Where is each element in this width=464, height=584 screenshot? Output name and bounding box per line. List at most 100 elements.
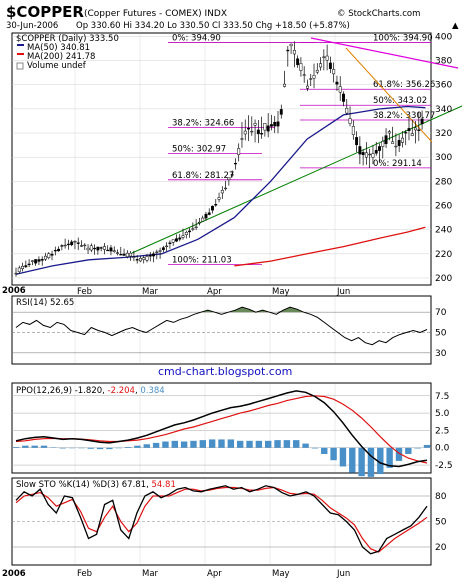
ppo-hist-bar xyxy=(423,444,431,448)
ppo-hist-bar xyxy=(311,447,319,449)
sto-value-2: 54.81 xyxy=(152,480,176,490)
price-candle xyxy=(161,247,165,250)
rsi-line xyxy=(15,306,428,346)
price-candle xyxy=(378,146,381,151)
price-candle xyxy=(24,265,28,268)
price-candle xyxy=(260,133,264,135)
month-label-top: Jun xyxy=(336,287,350,297)
ppo-line xyxy=(15,390,428,468)
price-candle xyxy=(47,253,51,259)
price-tick-label: 380 xyxy=(435,57,452,67)
fib-left-label: 61.8%: 281.27 xyxy=(172,171,234,181)
month-label-bottom: Jun xyxy=(336,569,350,579)
brand-label: © StockCharts.com xyxy=(337,9,420,19)
price-candle xyxy=(237,148,241,155)
price-candle xyxy=(233,162,237,165)
price-candle xyxy=(53,249,57,252)
price-candle xyxy=(299,63,303,71)
price-candle xyxy=(351,126,355,135)
ppo-panel-frame xyxy=(11,382,432,474)
price-candle xyxy=(109,247,113,252)
price-candle xyxy=(397,140,401,146)
ppo-signal-line xyxy=(15,395,428,464)
ppo-hist-bar xyxy=(180,441,188,448)
price-candle xyxy=(243,130,247,135)
rsi-legend: RSI(14) 52.65 xyxy=(16,298,74,308)
price-candle xyxy=(211,205,214,211)
price-candle xyxy=(70,241,74,246)
price-candle xyxy=(247,128,250,130)
rsi-tick-label: 50 xyxy=(435,329,447,339)
tick-labels: 200 220 240 260 280 300 320 340 360 380 400 30 50 70 -… xyxy=(435,32,453,553)
price-candle xyxy=(338,86,342,93)
price-candle xyxy=(44,255,47,260)
fib-left-label: 50%: 302.97 xyxy=(172,145,226,155)
header-subtitle: (Copper Futures - COMEX) INDX xyxy=(84,9,227,19)
ppo-hist-bar xyxy=(227,439,235,448)
legend-ma200: MA(200) 241.78 xyxy=(27,52,95,62)
price-candle xyxy=(27,263,31,266)
fib-left-label: 38.2%: 324.66 xyxy=(172,118,234,128)
price-candle xyxy=(17,267,21,273)
month-label-top: Feb xyxy=(77,287,92,297)
price-candle xyxy=(309,78,313,80)
fib-left-label: 0%: 394.90 xyxy=(172,34,221,44)
price-tick-label: 200 xyxy=(435,274,452,284)
price-candle xyxy=(342,93,345,102)
sto-tick-label: 50 xyxy=(435,518,447,528)
month-labels: Feb Feb Mar Mar Apr Apr May May Jun Jun xyxy=(77,287,350,579)
ppo-value-1: -1.820 xyxy=(75,386,102,396)
legend-volume-swatch xyxy=(16,62,24,70)
price-candle xyxy=(119,254,123,256)
price-candle xyxy=(132,256,136,258)
rsi-panel-frame xyxy=(11,295,432,365)
price-candle xyxy=(322,56,326,58)
price-candle xyxy=(292,50,296,55)
ppo-value-3: 0.384 xyxy=(140,386,164,396)
rsi-tick-label: 70 xyxy=(435,308,447,318)
ppo-tick-label: -2.5 xyxy=(435,461,453,471)
sto-tick-label: 80 xyxy=(435,492,447,502)
ppo-hist-bar xyxy=(68,447,76,449)
price-tick-label: 340 xyxy=(435,105,452,115)
ppo-hist-bar xyxy=(349,447,356,473)
price-candle xyxy=(106,249,110,252)
fib-levels-right: 100%: 394.90 61.8%: 356.26 50%: 343.02 38.2… xyxy=(300,34,435,169)
month-label-top: Apr xyxy=(207,287,222,297)
fib-right-label: 38.2%: 330.77 xyxy=(373,111,435,121)
price-candle xyxy=(96,246,100,251)
price-candle xyxy=(184,232,188,235)
price-candle xyxy=(37,259,41,262)
ppo-legend: PPO(12,26,9) -1.820, -2.204, 0.384 xyxy=(16,386,165,396)
ppo-hist-bar xyxy=(12,447,20,448)
ppo-hist-bar xyxy=(22,445,29,448)
rsi-overbought-fill xyxy=(16,307,427,313)
price-candle xyxy=(394,145,398,148)
price-candle xyxy=(158,250,162,252)
price-candle xyxy=(30,260,34,262)
sto-k-line xyxy=(15,485,428,555)
price-tick-label: 400 xyxy=(435,32,452,42)
price-candle xyxy=(135,259,139,261)
month-label-bottom: Feb xyxy=(77,569,92,579)
price-candle xyxy=(73,241,77,243)
ppo-hist-bar xyxy=(134,445,141,448)
fib-left-label: 100%: 211.03 xyxy=(172,256,232,266)
month-label-bottom: May xyxy=(272,569,290,579)
month-label-bottom: Apr xyxy=(207,569,222,579)
ppo-tick-label: 2.5 xyxy=(435,426,449,436)
price-candle xyxy=(152,253,155,257)
price-candle xyxy=(125,252,129,258)
month-label-top: May xyxy=(272,287,290,297)
price-candle xyxy=(116,252,119,254)
price-candle xyxy=(66,243,70,246)
price-candle xyxy=(129,252,133,257)
sto-tick-label: 20 xyxy=(435,543,447,553)
price-candle xyxy=(364,152,368,158)
ppo-hist-bar xyxy=(59,447,66,449)
price-candle xyxy=(361,152,365,155)
price-candle xyxy=(319,63,323,68)
price-candle xyxy=(220,190,224,194)
fib-right-label: 61.8%: 356.26 xyxy=(373,80,435,90)
